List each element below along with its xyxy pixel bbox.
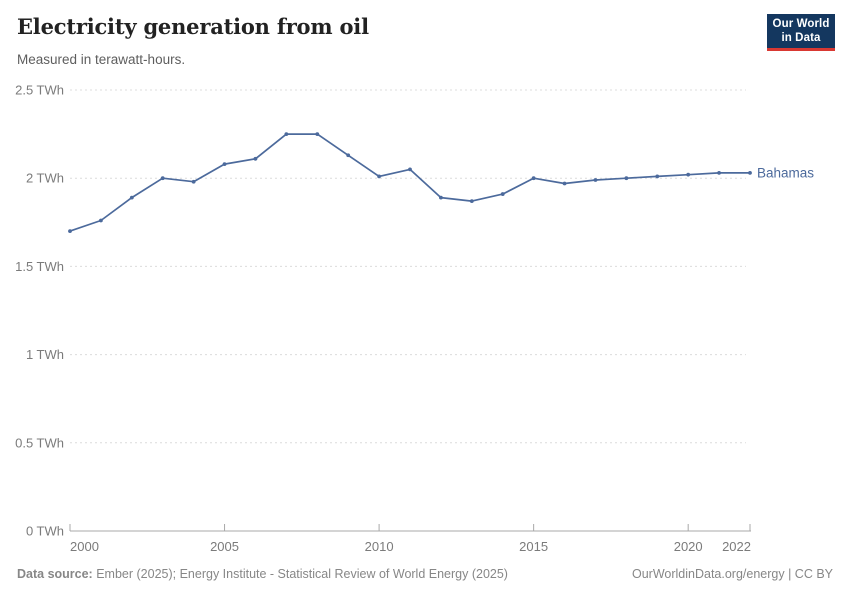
chart-subtitle: Measured in terawatt-hours. [17, 52, 186, 67]
data-source-label: Data source: [17, 567, 93, 581]
data-point-marker[interactable] [748, 171, 752, 175]
data-point-marker[interactable] [717, 171, 721, 175]
y-tick-label: 1.5 TWh [15, 259, 64, 274]
series-line-bahamas[interactable] [69, 133, 751, 232]
owid-logo-text-line2: in Data [781, 31, 821, 44]
data-source-note: Data source: Ember (2025); Energy Instit… [17, 567, 508, 581]
x-tick-label: 2020 [674, 539, 703, 554]
data-point-marker[interactable] [253, 156, 258, 161]
y-tick-label: 0 TWh [26, 524, 64, 539]
chart-footer: Data source: Ember (2025); Energy Instit… [17, 567, 833, 581]
data-point-marker[interactable] [531, 176, 536, 181]
data-point-marker[interactable] [284, 132, 289, 137]
data-point-marker[interactable] [68, 229, 72, 234]
data-point-marker[interactable] [99, 218, 103, 223]
data-point-marker[interactable] [315, 132, 320, 137]
page-title: Electricity generation from oil [17, 14, 369, 39]
data-point-marker[interactable] [686, 172, 691, 177]
data-point-marker[interactable] [655, 174, 660, 179]
data-source-text: Ember (2025); Energy Institute - Statist… [96, 567, 508, 581]
data-point-marker[interactable] [191, 179, 196, 184]
y-tick-label: 0.5 TWh [15, 435, 64, 450]
data-point-marker[interactable] [469, 199, 474, 204]
data-point-marker[interactable] [160, 176, 165, 181]
data-point-marker[interactable] [129, 195, 134, 200]
x-tick-label: 2005 [210, 539, 239, 554]
data-point-marker[interactable] [346, 153, 351, 158]
data-point-marker[interactable] [500, 192, 505, 196]
series-label-bahamas[interactable]: Bahamas [757, 165, 814, 180]
data-point-marker[interactable] [222, 162, 227, 166]
data-point-marker[interactable] [439, 195, 443, 200]
owid-url-license[interactable]: OurWorldinData.org/energy | CC BY [631, 567, 833, 581]
data-point-marker[interactable] [562, 181, 567, 186]
data-point-marker[interactable] [593, 178, 598, 182]
x-tick-label: 2022 [722, 539, 751, 554]
x-tick-label: 2015 [519, 539, 548, 554]
x-tick-label: 2010 [365, 539, 394, 554]
owid-logo-text-line1: Our World [772, 18, 830, 30]
x-tick-label: 2000 [70, 539, 99, 554]
owid-logo[interactable]: Our World in Data [767, 14, 835, 51]
data-point-marker[interactable] [624, 176, 629, 181]
data-point-marker[interactable] [408, 167, 412, 172]
y-tick-label: 1 TWh [26, 347, 64, 362]
y-tick-label: 2.5 TWh [15, 83, 64, 98]
y-tick-label: 2 TWh [26, 171, 64, 186]
data-point-marker[interactable] [377, 174, 381, 179]
